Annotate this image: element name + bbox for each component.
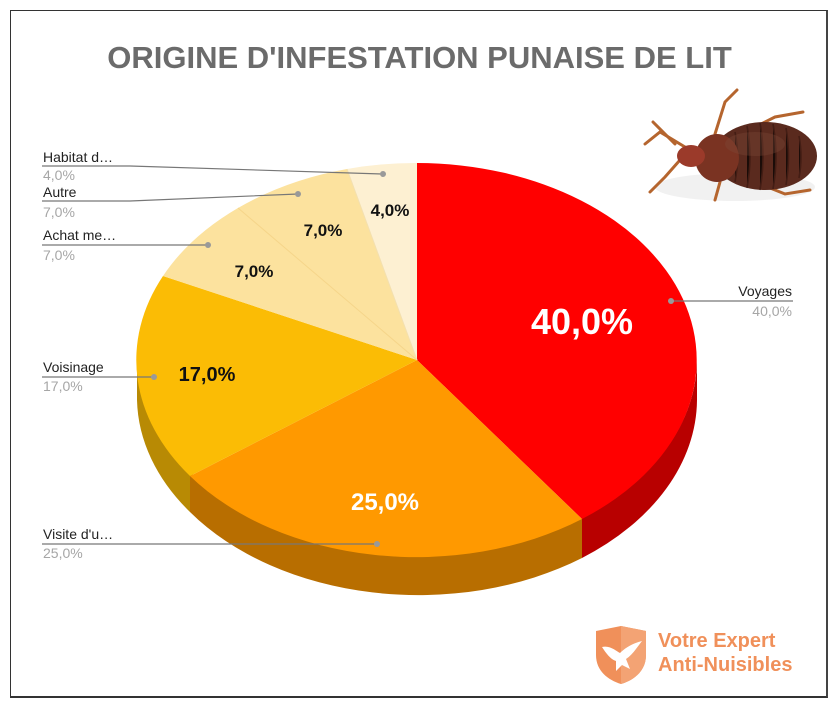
slice-visite[interactable] xyxy=(190,360,582,558)
logo-line1: Votre Expert xyxy=(658,630,776,652)
callout-lines xyxy=(42,165,793,545)
slice-habitat[interactable] xyxy=(347,162,417,360)
slice-label-voisinage: 17,0% xyxy=(179,364,236,386)
chart-title: ORIGINE D'INFESTATION PUNAISE DE LIT xyxy=(107,40,732,75)
callout-voisinage-name: Voisinage xyxy=(43,359,104,375)
shield-eagle-icon xyxy=(596,626,646,684)
callout-visite-name: Visite d'u… xyxy=(43,526,113,542)
callout-habitat-name: Habitat d… xyxy=(43,149,113,165)
slice-label-habitat: 4,0% xyxy=(371,201,410,220)
brand-logo: Votre Expert Anti-Nuisibles xyxy=(592,625,822,685)
callout-visite-value: 25,0% xyxy=(43,545,83,561)
callout-voyages-name: Voyages xyxy=(738,283,792,299)
callout-habitat-value: 4,0% xyxy=(43,167,75,183)
slice-achat[interactable] xyxy=(163,208,417,360)
callout-dots xyxy=(151,171,674,547)
slice-label-voyages: 40,0% xyxy=(531,301,633,342)
slice-label-achat: 7,0% xyxy=(235,262,274,281)
callout-achat-name: Achat me… xyxy=(43,227,116,243)
callout-achat-value: 7,0% xyxy=(43,247,75,263)
slice-label-visite: 25,0% xyxy=(351,489,419,516)
slice-voisinage[interactable] xyxy=(136,276,417,476)
logo-line2: Anti-Nuisibles xyxy=(658,654,793,676)
slice-voyages[interactable] xyxy=(417,163,697,519)
pie-slices xyxy=(136,162,697,558)
callout-autre-name: Autre xyxy=(43,184,77,200)
slice-label-autre: 7,0% xyxy=(304,221,343,240)
pie-depth xyxy=(137,360,697,596)
callout-voyages-value: 40,0% xyxy=(752,303,792,319)
bed-bug-image xyxy=(643,88,817,202)
callout-voisinage-value: 17,0% xyxy=(43,378,83,394)
callout-autre-value: 7,0% xyxy=(43,204,75,220)
slice-autre[interactable] xyxy=(238,169,417,360)
